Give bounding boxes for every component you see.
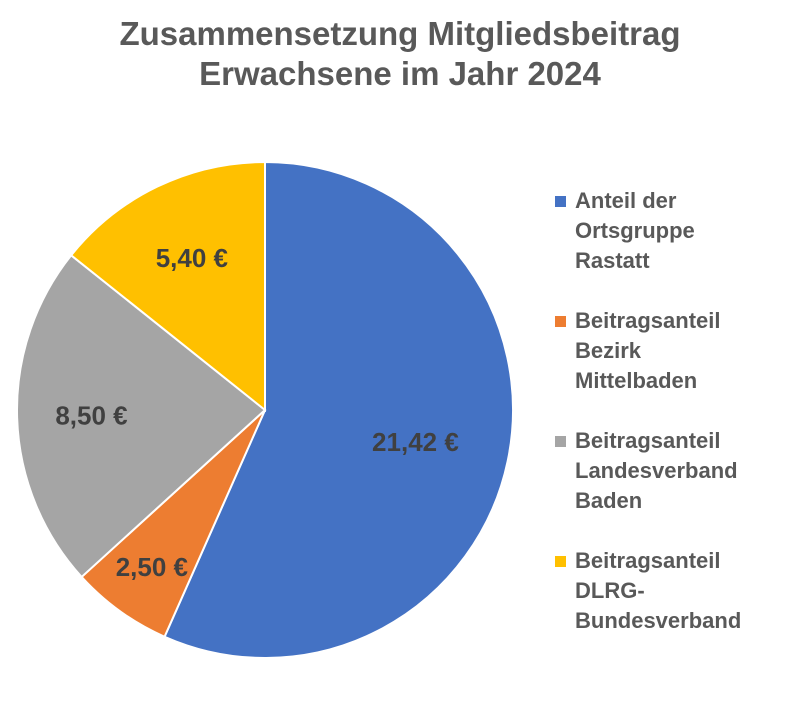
legend-swatch (555, 316, 566, 327)
pie-data-label: 2,50 € (116, 552, 188, 582)
legend-label: Beitragsanteil Bezirk Mittelbaden (575, 308, 721, 393)
legend-swatch (555, 556, 566, 567)
legend-label: Beitragsanteil Landesverband Baden (575, 428, 738, 513)
pie-data-label: 21,42 € (372, 427, 459, 457)
chart-title: Zusammensetzung Mitgliedsbeitrag Erwachs… (0, 14, 800, 94)
chart-title-line-2: Erwachsene im Jahr 2024 (199, 55, 601, 92)
pie-data-label: 8,50 € (55, 401, 127, 431)
legend-label: Anteil der Ortsgruppe Rastatt (575, 188, 695, 273)
legend-item-landesverband: Beitragsanteil Landesverband Baden (555, 426, 795, 546)
pie-chart: 21,42 € 2,50 € 8,50 € 5,40 € (16, 160, 514, 659)
chart-title-line-1: Zusammensetzung Mitgliedsbeitrag (119, 15, 681, 52)
pie-data-label: 5,40 € (156, 243, 228, 273)
pie-slice (163, 160, 514, 659)
pie-slice (69, 160, 266, 413)
legend-item-bundesverband: Beitragsanteil DLRG- Bundesverband (555, 546, 795, 666)
pie-slice (16, 253, 267, 579)
legend-item-bezirk: Beitragsanteil Bezirk Mittelbaden (555, 306, 795, 426)
legend-label: Beitragsanteil DLRG- Bundesverband (575, 548, 742, 633)
legend-swatch (555, 436, 566, 447)
legend-item-ortsgruppe: Anteil der Ortsgruppe Rastatt (555, 186, 795, 306)
legend-swatch (555, 196, 566, 207)
chart-legend: Anteil der Ortsgruppe Rastatt Beitragsan… (555, 186, 795, 666)
